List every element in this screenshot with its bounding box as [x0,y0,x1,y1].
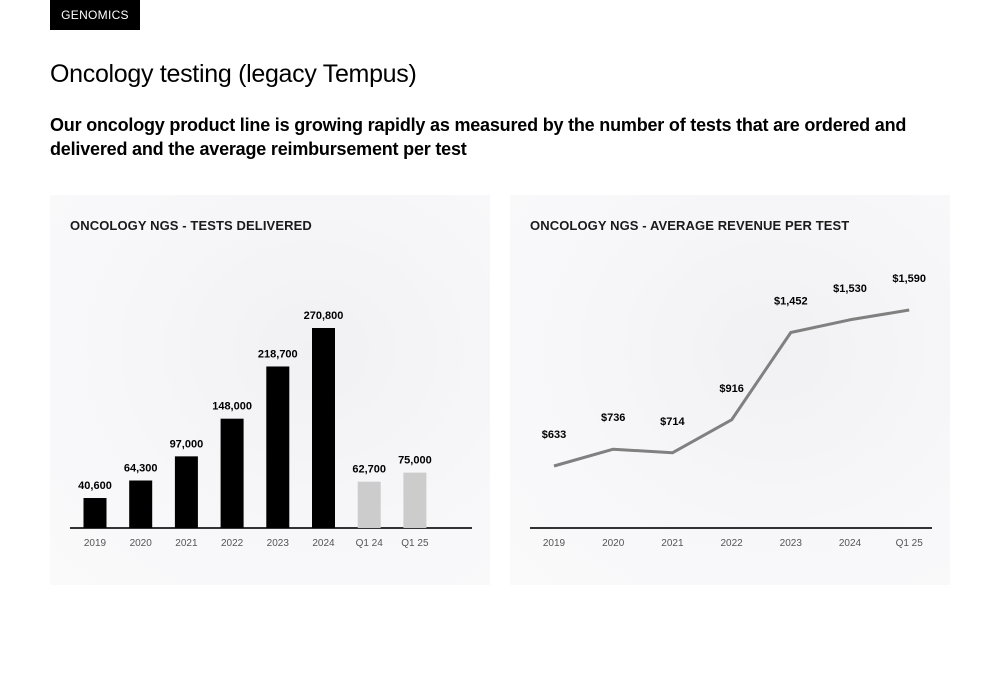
point-value-label: $1,452 [774,295,808,307]
section-tag: GENOMICS [50,0,140,30]
x-tick-label: 2020 [602,538,625,549]
x-tick-label: 2024 [312,538,335,549]
x-tick-label: 2020 [130,538,153,549]
bar-q1-25 [403,472,427,528]
revenue-per-test-chart: $633 2019 $736 2020 $714 2021 $916 2022 $1,452 20… [530,273,932,549]
tests-delivered-panel: ONCOLOGY NGS - TESTS DELIVERED 40,600 201… [50,195,490,585]
point-value-label: $633 [542,429,566,441]
x-tick-label: 2023 [780,538,803,549]
page-title: Oncology testing (legacy Tempus) [50,60,417,88]
x-tick-label: 2019 [84,538,107,549]
bar-value-label: 270,800 [304,310,344,322]
bar-value-label: 62,700 [352,464,386,476]
x-tick-label: 2022 [720,538,743,549]
point-value-label: $1,530 [833,283,867,295]
bar-2022 [220,418,244,528]
x-tick-label: 2021 [175,538,198,549]
bar-2024 [312,328,335,528]
bar-value-label: 148,000 [212,401,252,413]
bar-value-label: 75,000 [398,455,432,467]
x-tick-label: 2024 [839,538,862,549]
revenue-per-test-panel: ONCOLOGY NGS - AVERAGE REVENUE PER TEST … [510,195,950,585]
x-tick-label: Q1 25 [401,538,429,549]
x-tick-label: 2019 [543,538,566,549]
bar-value-label: 64,300 [124,463,158,475]
bar-2020 [129,480,153,528]
tests-delivered-chart: 40,600 2019 64,300 2020 97,000 2021 148,000 202… [70,310,472,549]
bar-2023 [266,366,290,528]
x-tick-label: 2023 [267,538,290,549]
point-value-label: $916 [719,383,743,395]
bar-value-label: 97,000 [170,438,204,450]
x-tick-label: Q1 25 [896,538,924,549]
bar-2019 [83,498,107,528]
point-value-label: $1,590 [892,273,926,285]
point-value-label: $714 [660,416,685,428]
point-value-label: $736 [601,412,625,424]
bar-value-label: 40,600 [78,480,112,492]
revenue-per-test-title: ONCOLOGY NGS - AVERAGE REVENUE PER TEST [530,218,850,233]
tests-delivered-title: ONCOLOGY NGS - TESTS DELIVERED [70,218,312,233]
bar-q1-24 [357,481,381,528]
x-tick-label: 2021 [661,538,684,549]
x-tick-label: 2022 [221,538,244,549]
bar-2021 [174,456,198,528]
x-tick-label: Q1 24 [356,538,384,549]
page-subtitle: Our oncology product line is growing rap… [50,115,907,159]
bar-value-label: 218,700 [258,348,298,360]
